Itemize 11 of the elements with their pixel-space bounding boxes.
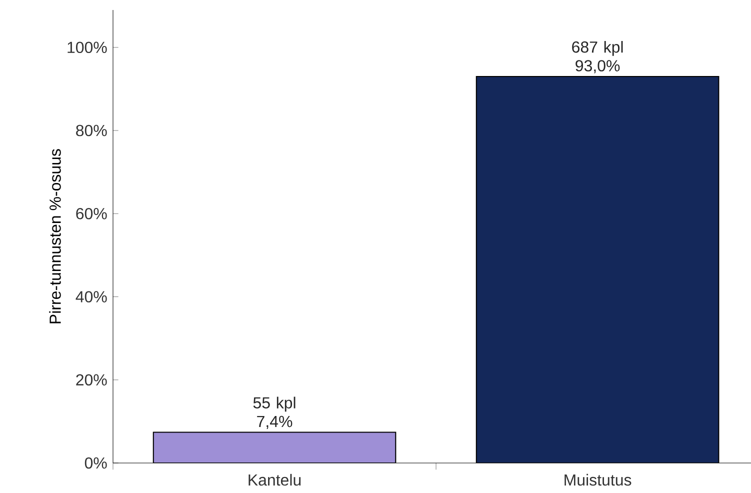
x-tick-label: Kantelu <box>248 474 301 486</box>
y-tick-label: 80% <box>76 124 107 136</box>
data-label: 687 kpl 93,0% <box>572 40 623 74</box>
y-tick-label: 0% <box>84 457 107 469</box>
y-tick-label: 20% <box>76 374 107 386</box>
y-axis-title: Pirre-tunnusten %-osuus <box>49 149 61 324</box>
x-tick-label: Muistutus <box>564 474 632 486</box>
data-label: 55 kpl 7,4% <box>253 396 296 430</box>
y-tick-label: 60% <box>76 208 107 220</box>
y-tick-label: 100% <box>68 42 107 54</box>
y-tick-label: 40% <box>76 291 107 302</box>
